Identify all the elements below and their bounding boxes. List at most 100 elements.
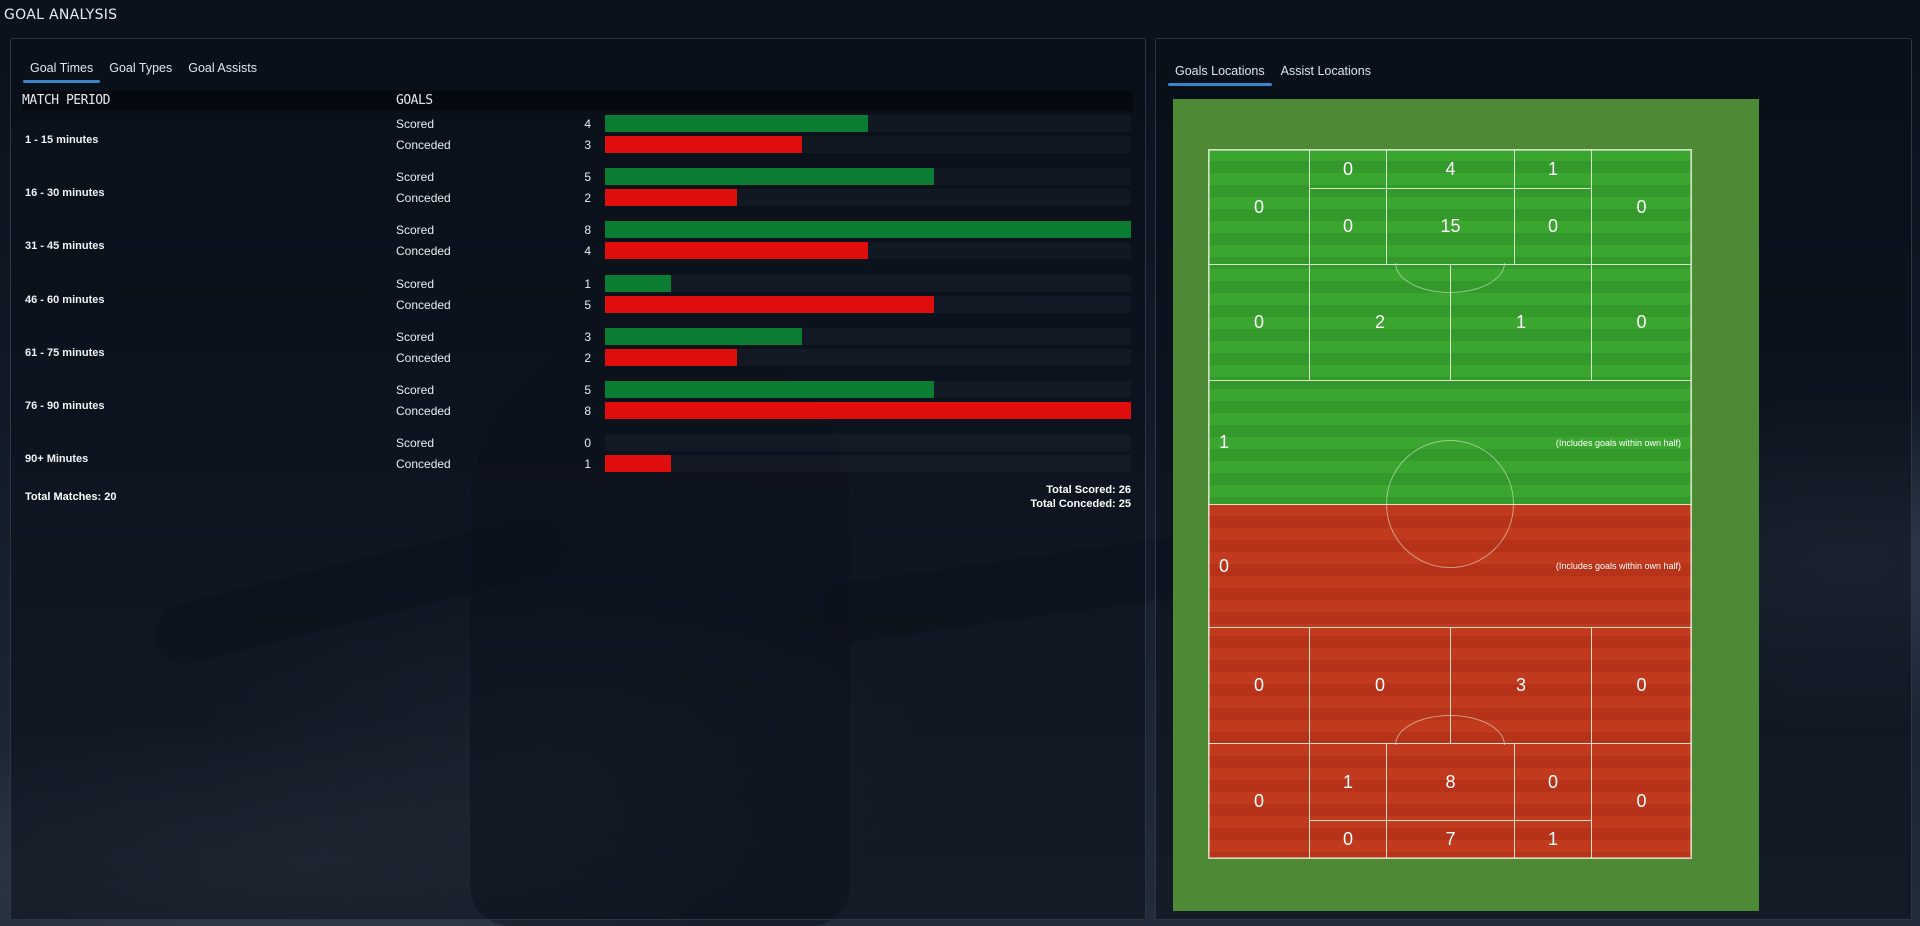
locations-tabs: Goals Locations Assist Locations: [1168, 62, 1380, 86]
goal-locations-pitch: 0 0 4 1 0 15 0 0 0 2 1 0 1 (Includes goa…: [1208, 149, 1692, 859]
scored-label: Scored: [396, 170, 435, 184]
scored-row: Scored 8: [11, 220, 1145, 240]
scored-row: Scored 3: [11, 327, 1145, 347]
scored-label: Scored: [396, 117, 435, 131]
goal-analysis-tabs: Goal Times Goal Types Goal Assists: [23, 59, 266, 83]
conceded-bar-track: [605, 242, 1131, 259]
scored-bar-track: [605, 328, 1131, 345]
period-row: 46 - 60 minutes Scored 1 Conceded 5: [11, 274, 1145, 327]
scored-bar: [605, 275, 671, 292]
conceded-row: Conceded 1: [11, 454, 1145, 474]
scored-count: 1: [584, 277, 591, 291]
scored-bar: [605, 221, 1131, 238]
tab-assist-locations[interactable]: Assist Locations: [1280, 64, 1371, 78]
scored-row: Scored 0: [11, 433, 1145, 453]
conceded-row: Conceded 2: [11, 348, 1145, 368]
scored-row: Scored 4: [11, 114, 1145, 134]
conceded-count: 3: [584, 138, 591, 152]
scored-row: Scored 5: [11, 167, 1145, 187]
period-label: 31 - 45 minutes: [25, 240, 105, 252]
goal-locations-panel: Goals Locations Assist Locations 0 0 4 1…: [1155, 38, 1912, 920]
defence-half-note: (Includes goals within own half): [1555, 561, 1681, 571]
conceded-bar-track: [605, 136, 1131, 153]
period-label: 90+ Minutes: [25, 453, 89, 465]
conceded-bar: [605, 349, 737, 366]
scored-count: 5: [584, 383, 591, 397]
tab-goal-times[interactable]: Goal Times: [23, 59, 101, 83]
tab-goal-assists[interactable]: Goal Assists: [188, 61, 258, 75]
scored-bar: [605, 168, 934, 185]
period-label: 1 - 15 minutes: [25, 134, 99, 146]
conceded-row: Conceded 3: [11, 135, 1145, 155]
tab-goal-types[interactable]: Goal Types: [109, 61, 173, 75]
scored-bar: [605, 115, 868, 132]
conceded-label: Conceded: [396, 351, 451, 365]
totals-summary: Total Scored: 26 Total Conceded: 25: [1030, 483, 1131, 511]
conceded-row: Conceded 5: [11, 295, 1145, 315]
conceded-count: 4: [584, 244, 591, 258]
period-row: 76 - 90 minutes Scored 5 Conceded 8: [11, 380, 1145, 433]
conceded-bar: [605, 136, 803, 153]
conceded-count: 5: [584, 298, 591, 312]
total-scored: Total Scored: 26: [1046, 484, 1131, 496]
tab-goals-locations[interactable]: Goals Locations: [1168, 62, 1272, 86]
conceded-bar: [605, 189, 737, 206]
total-conceded: Total Conceded: 25: [1030, 498, 1131, 510]
conceded-bar-track: [605, 189, 1131, 206]
scored-bar: [605, 381, 934, 398]
scored-row: Scored 1: [11, 274, 1145, 294]
scored-bar-track: [605, 168, 1131, 185]
period-row: 1 - 15 minutes Scored 4 Conceded 3: [11, 114, 1145, 167]
goal-times-panel: Goal Times Goal Types Goal Assists MATCH…: [10, 38, 1146, 920]
scored-label: Scored: [396, 223, 435, 237]
period-row: 16 - 30 minutes Scored 5 Conceded 2: [11, 167, 1145, 220]
conceded-bar: [605, 455, 671, 472]
conceded-bar: [605, 402, 1131, 419]
conceded-row: Conceded 4: [11, 241, 1145, 261]
conceded-row: Conceded 2: [11, 188, 1145, 208]
period-row: 90+ Minutes Scored 0 Conceded 1: [11, 433, 1145, 486]
conceded-count: 2: [584, 191, 591, 205]
attack-half-note: (Includes goals within own half): [1555, 437, 1681, 448]
scored-bar-track: [605, 434, 1131, 451]
scored-count: 5: [584, 170, 591, 184]
conceded-row: Conceded 8: [11, 401, 1145, 421]
conceded-bar-track: [605, 349, 1131, 366]
column-header-goals: GOALS: [396, 93, 433, 108]
period-row: 31 - 45 minutes Scored 8 Conceded 4: [11, 220, 1145, 273]
scored-count: 0: [584, 436, 591, 450]
conceded-count: 2: [584, 351, 591, 365]
scored-bar: [605, 328, 803, 345]
period-row: 61 - 75 minutes Scored 3 Conceded 2: [11, 327, 1145, 380]
conceded-bar: [605, 296, 934, 313]
scored-label: Scored: [396, 383, 435, 397]
scored-label: Scored: [396, 330, 435, 344]
scored-count: 8: [584, 223, 591, 237]
conceded-label: Conceded: [396, 244, 451, 258]
period-label: 61 - 75 minutes: [25, 347, 105, 359]
scored-count: 3: [584, 330, 591, 344]
conceded-label: Conceded: [396, 138, 451, 152]
period-label: 76 - 90 minutes: [25, 400, 105, 412]
conceded-count: 8: [584, 404, 591, 418]
scored-label: Scored: [396, 436, 435, 450]
conceded-count: 1: [584, 457, 591, 471]
scored-count: 4: [584, 117, 591, 131]
total-matches: Total Matches: 20: [25, 491, 117, 503]
scored-bar-track: [605, 381, 1131, 398]
conceded-label: Conceded: [396, 191, 451, 205]
conceded-label: Conceded: [396, 457, 451, 471]
column-header-match-period: MATCH PERIOD: [22, 93, 110, 108]
conceded-bar: [605, 242, 868, 259]
period-label: 16 - 30 minutes: [25, 187, 105, 199]
scored-bar-track: [605, 115, 1131, 132]
conceded-bar-track: [605, 402, 1131, 419]
conceded-bar-track: [605, 455, 1131, 472]
scored-label: Scored: [396, 277, 435, 291]
conceded-label: Conceded: [396, 404, 451, 418]
scored-bar-track: [605, 221, 1131, 238]
table-header: MATCH PERIOD GOALS: [21, 91, 1133, 111]
period-label: 46 - 60 minutes: [25, 294, 105, 306]
conceded-label: Conceded: [396, 298, 451, 312]
scored-row: Scored 5: [11, 380, 1145, 400]
